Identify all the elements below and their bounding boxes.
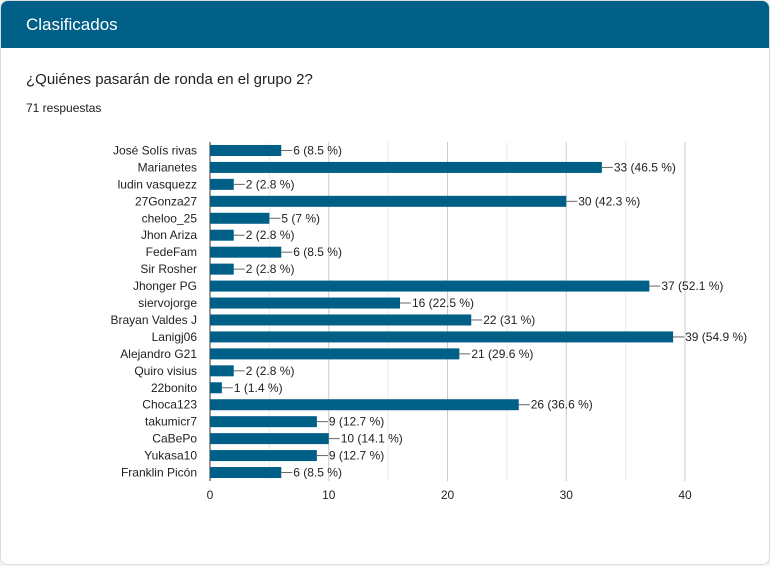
category-label: Choca123 bbox=[142, 398, 197, 412]
x-tick-label: 20 bbox=[441, 488, 455, 502]
x-tick-label: 30 bbox=[560, 488, 574, 502]
header-title: Clasificados bbox=[26, 14, 118, 34]
category-label: Quiro visius bbox=[134, 364, 197, 378]
category-label: Brayan Valdes J bbox=[111, 313, 198, 327]
data-label: 6 (8.5 %) bbox=[293, 245, 342, 259]
category-label: FedeFam bbox=[146, 245, 197, 259]
bar bbox=[210, 365, 234, 377]
data-label: 33 (46.5 %) bbox=[614, 160, 676, 174]
data-label: 16 (22.5 %) bbox=[412, 296, 474, 310]
bar bbox=[210, 144, 282, 156]
category-label: Jhonger PG bbox=[133, 279, 197, 293]
data-label: 39 (54.9 %) bbox=[685, 330, 747, 344]
x-tick-label: 10 bbox=[322, 488, 336, 502]
category-label: Lanigj06 bbox=[152, 330, 198, 344]
data-label: 30 (42.3 %) bbox=[578, 194, 640, 208]
category-label: 27Gonza27 bbox=[135, 194, 197, 208]
data-label: 1 (1.4 %) bbox=[234, 381, 283, 395]
bar bbox=[210, 178, 234, 190]
data-label: 2 (2.8 %) bbox=[246, 262, 295, 276]
data-label: 5 (7 %) bbox=[281, 211, 320, 225]
category-label: Marianetes bbox=[138, 160, 197, 174]
bar bbox=[210, 212, 270, 224]
category-label: José Solís rivas bbox=[113, 143, 197, 157]
category-label: cheloo_25 bbox=[142, 211, 198, 225]
category-label: CaBePo bbox=[152, 432, 197, 446]
response-count: 71 respuestas bbox=[26, 101, 102, 115]
card-header: Clasificados bbox=[1, 1, 769, 48]
data-label: 10 (14.1 %) bbox=[341, 432, 403, 446]
category-label: Sir Rosher bbox=[140, 262, 197, 276]
bar bbox=[210, 161, 602, 173]
x-tick-label: 0 bbox=[207, 488, 214, 502]
data-label: 6 (8.5 %) bbox=[293, 143, 342, 157]
category-label: ludin vasquezz bbox=[118, 177, 197, 191]
data-label: 21 (29.6 %) bbox=[471, 347, 533, 361]
bar bbox=[210, 331, 674, 343]
bar bbox=[210, 229, 234, 241]
bar bbox=[210, 314, 472, 326]
data-label: 37 (52.1 %) bbox=[661, 279, 723, 293]
x-tick-label: 40 bbox=[678, 488, 692, 502]
category-label: Alejandro G21 bbox=[120, 347, 197, 361]
bar bbox=[210, 348, 460, 360]
bar bbox=[210, 297, 400, 309]
data-label: 2 (2.8 %) bbox=[246, 228, 295, 242]
data-label: 9 (12.7 %) bbox=[329, 415, 384, 429]
category-label: siervojorge bbox=[138, 296, 197, 310]
data-label: 26 (36.6 %) bbox=[531, 398, 593, 412]
bar bbox=[210, 416, 317, 428]
category-label: Yukasa10 bbox=[144, 449, 197, 463]
bar bbox=[210, 246, 282, 258]
bar bbox=[210, 467, 282, 479]
bar bbox=[210, 433, 329, 445]
data-label: 9 (12.7 %) bbox=[329, 449, 384, 463]
bar bbox=[210, 263, 234, 275]
category-label: takumicr7 bbox=[145, 415, 197, 429]
category-label: Franklin Picón bbox=[121, 466, 197, 480]
data-label: 22 (31 %) bbox=[483, 313, 535, 327]
category-label: Jhon Ariza bbox=[141, 228, 197, 242]
bar bbox=[210, 280, 650, 292]
question-title: ¿Quiénes pasarán de ronda en el grupo 2? bbox=[26, 71, 313, 88]
bar bbox=[210, 382, 222, 394]
bar bbox=[210, 195, 567, 207]
bar bbox=[210, 450, 317, 462]
data-label: 6 (8.5 %) bbox=[293, 466, 342, 480]
data-label: 2 (2.8 %) bbox=[246, 177, 295, 191]
bar bbox=[210, 399, 519, 411]
data-label: 2 (2.8 %) bbox=[246, 364, 295, 378]
category-label: 22bonito bbox=[151, 381, 197, 395]
